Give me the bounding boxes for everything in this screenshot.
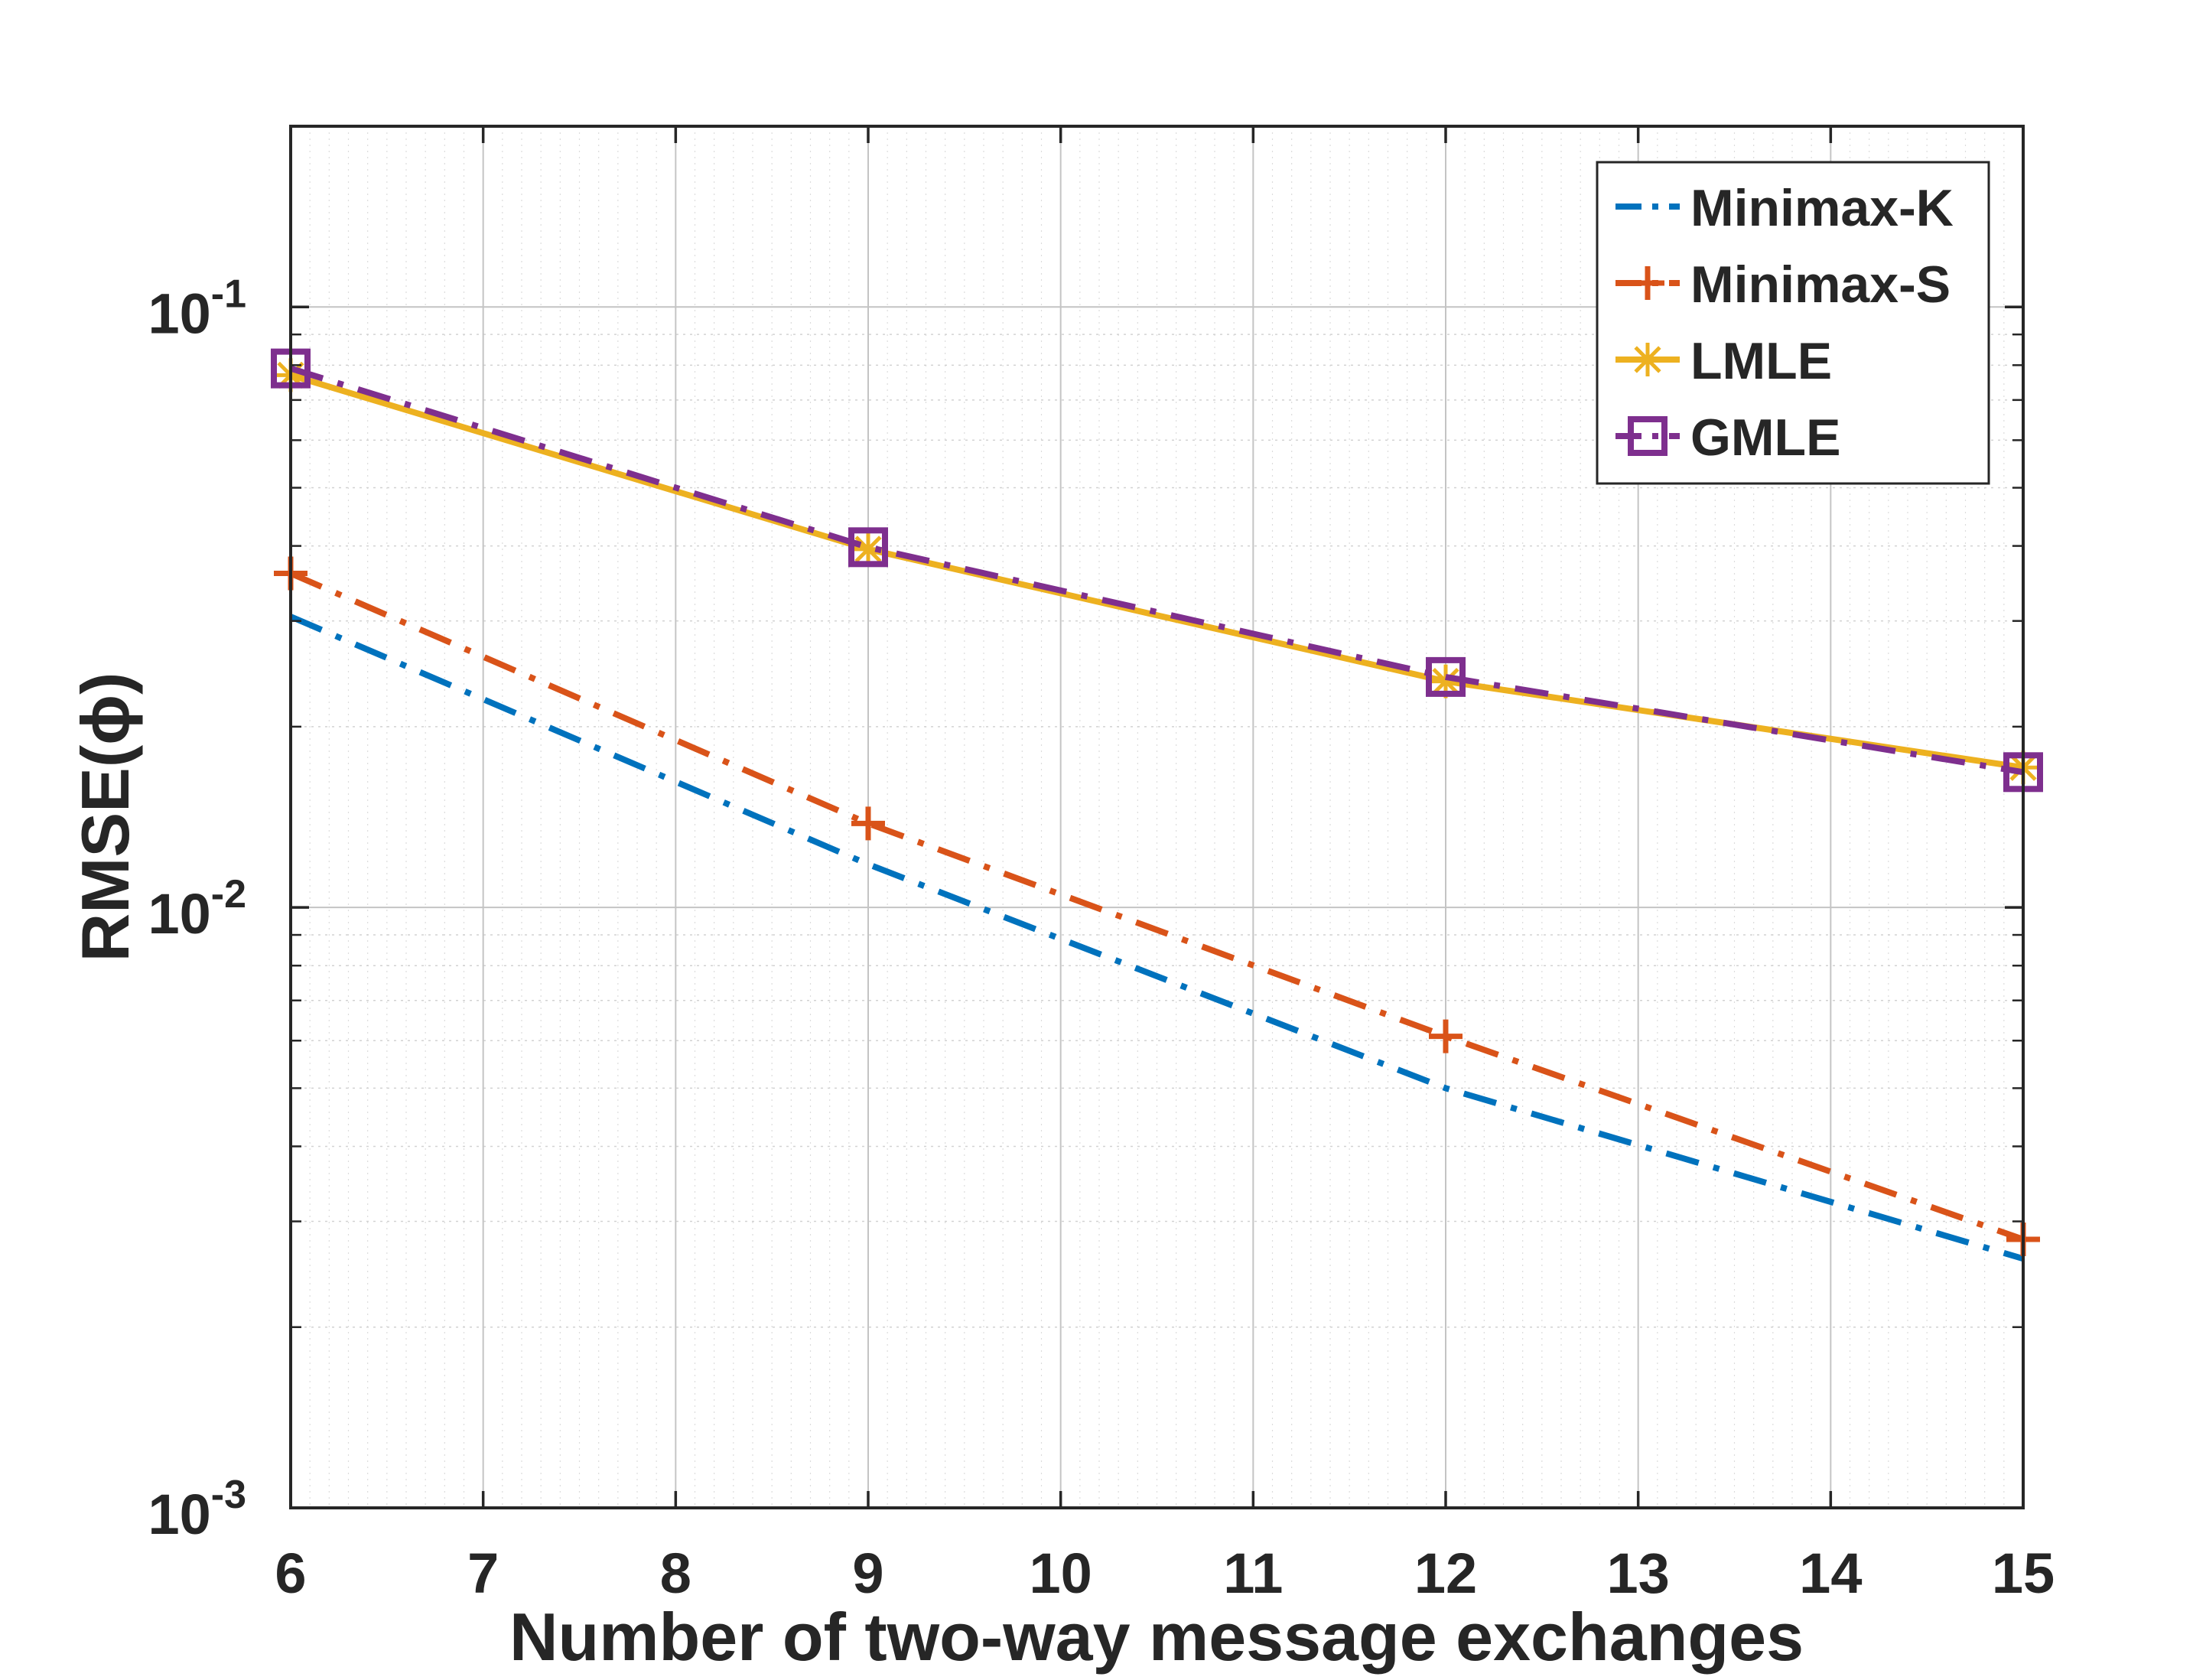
axis-ticks bbox=[289, 125, 2025, 1509]
x-tick-label: 10 bbox=[1030, 1542, 1092, 1605]
series-marker bbox=[851, 532, 885, 566]
series-marker bbox=[1429, 664, 1463, 698]
legend-marker bbox=[1631, 266, 1664, 300]
legend: Minimax-K Minimax-S LMLE GMLE bbox=[1596, 161, 1990, 485]
x-tick-label: 9 bbox=[852, 1542, 883, 1605]
x-axis-label: Number of two-way message exchanges bbox=[509, 1599, 1804, 1675]
x-tick-label: 11 bbox=[1223, 1542, 1283, 1605]
series-layer bbox=[271, 348, 2043, 1262]
series-line bbox=[289, 365, 2024, 776]
y-tick-label: 10-3 bbox=[148, 1473, 246, 1546]
legend-label: GMLE bbox=[1690, 409, 1840, 467]
x-tick-labels: 6 7 8 9 10 11 12 13 14 15 bbox=[275, 1542, 2055, 1605]
x-tick-label: 15 bbox=[1992, 1542, 2055, 1605]
y-axis-label: RMSE(ϕ) bbox=[67, 672, 143, 962]
legend-label: Minimax-S bbox=[1690, 256, 1951, 314]
series-marker bbox=[848, 527, 888, 568]
y-tick-label: 10-1 bbox=[148, 272, 246, 345]
x-tick-label: 7 bbox=[467, 1542, 499, 1605]
series-line bbox=[289, 570, 2025, 1242]
legend-marker bbox=[1631, 343, 1664, 376]
y-tick-label: 10-2 bbox=[148, 872, 246, 946]
x-tick-label: 6 bbox=[275, 1542, 306, 1605]
series-marker bbox=[1426, 656, 1466, 697]
minor-grid bbox=[291, 125, 2023, 1508]
x-tick-label: 8 bbox=[660, 1542, 691, 1605]
y-tick-labels: 10-3 10-2 10-1 bbox=[148, 272, 246, 1546]
series-0 bbox=[289, 614, 2025, 1262]
series-marker bbox=[1429, 1019, 1463, 1053]
x-tick-label: 13 bbox=[1607, 1542, 1670, 1605]
x-tick-label: 12 bbox=[1414, 1542, 1477, 1605]
series-line bbox=[289, 614, 2025, 1262]
series-marker bbox=[851, 806, 885, 841]
legend-label: Minimax-K bbox=[1690, 179, 1954, 237]
legend-label: LMLE bbox=[1690, 332, 1832, 390]
plot-frame bbox=[289, 125, 2025, 1509]
legend-marker bbox=[1628, 416, 1668, 456]
x-tick-label: 14 bbox=[1799, 1542, 1862, 1605]
